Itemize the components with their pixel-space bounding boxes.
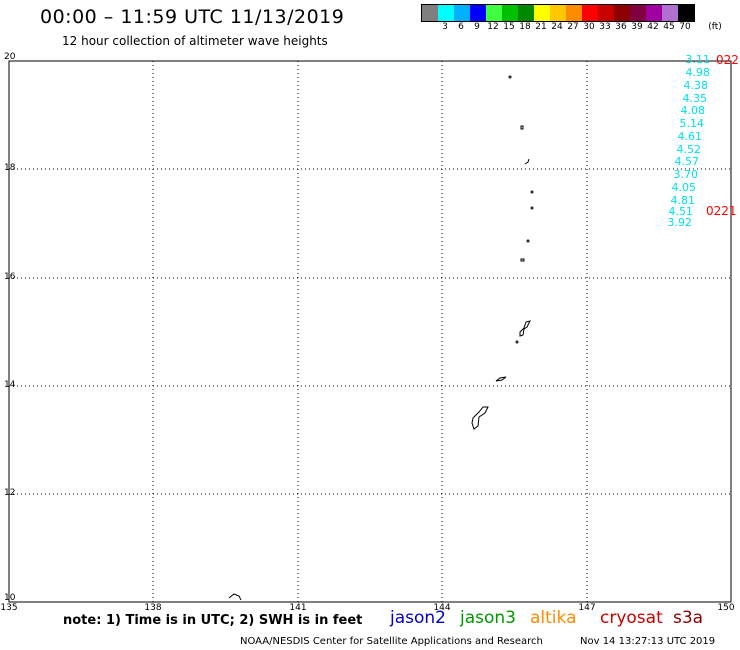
wave-height-value: 4.08 bbox=[680, 104, 706, 117]
wave-height-value: 4.35 bbox=[682, 92, 708, 105]
legend-label: 27 bbox=[567, 22, 579, 32]
island-rota bbox=[495, 376, 507, 382]
satellite-label-altika: altika bbox=[530, 608, 577, 628]
lat-label: 18 bbox=[4, 163, 16, 173]
legend-swatch bbox=[662, 5, 678, 21]
legend-label: 15 bbox=[503, 22, 515, 32]
legend-swatch bbox=[614, 5, 630, 21]
lat-label: 16 bbox=[4, 272, 16, 282]
lon-label: 150 bbox=[717, 603, 735, 613]
legend-label: 3 bbox=[442, 22, 448, 32]
legend-swatch bbox=[566, 5, 582, 21]
satellite-label-s3a: s3a bbox=[673, 608, 704, 628]
island-saipan-tinian bbox=[519, 320, 531, 337]
generation-timestamp: Nov 14 13:27:13 UTC 2019 bbox=[580, 636, 716, 647]
legend-label: 24 bbox=[551, 22, 563, 32]
legend-swatch bbox=[422, 5, 438, 21]
satellite-label-cryosat: cryosat bbox=[600, 608, 663, 628]
island-agrihan bbox=[530, 190, 534, 194]
legend-label: 42 bbox=[647, 22, 659, 32]
units-note: note: 1) Time is in UTC; 2) SWH is in fe… bbox=[63, 613, 363, 628]
legend-label: 12 bbox=[487, 22, 499, 32]
wave-height-value: 4.51 bbox=[668, 205, 694, 218]
map-title: 00:00 – 11:59 UTC 11/13/2019 bbox=[40, 6, 345, 28]
legend-label: 21 bbox=[535, 22, 547, 32]
legend-label: 33 bbox=[599, 22, 611, 32]
legend-swatch bbox=[630, 5, 646, 21]
legend-swatch bbox=[438, 5, 454, 21]
wave-height-value: 3.92 bbox=[667, 216, 693, 229]
lat-label: 14 bbox=[4, 380, 16, 390]
island-asuncion bbox=[524, 158, 530, 165]
satellite-label-jason2: jason2 bbox=[390, 608, 446, 628]
lat-label: 12 bbox=[4, 488, 16, 498]
island-alamagan bbox=[526, 239, 530, 243]
map-border bbox=[8, 60, 732, 603]
grid-lines bbox=[9, 61, 731, 602]
lon-label: 135 bbox=[0, 603, 18, 613]
wave-height-value: 4.52 bbox=[676, 143, 702, 156]
island-farallon-de-pajaros bbox=[508, 75, 512, 79]
wave-height-value: 4.38 bbox=[683, 79, 709, 92]
island-outlines bbox=[228, 75, 534, 601]
lon-label: 144 bbox=[433, 603, 451, 613]
pass-time-label: 0221 bbox=[706, 204, 737, 218]
island-pagan bbox=[530, 206, 534, 210]
color-scale-legend bbox=[421, 4, 695, 22]
legend-swatch bbox=[502, 5, 518, 21]
legend-swatch bbox=[486, 5, 502, 21]
wave-height-value: 4.81 bbox=[670, 194, 696, 207]
legend-swatch bbox=[582, 5, 598, 21]
island-guam bbox=[471, 406, 489, 430]
legend-swatch bbox=[678, 5, 694, 21]
wave-height-value: 4.05 bbox=[671, 181, 697, 194]
island-maug bbox=[520, 125, 524, 130]
legend-label: 39 bbox=[631, 22, 643, 32]
legend-swatch bbox=[598, 5, 614, 21]
lat-label: 10 bbox=[4, 593, 16, 603]
lon-label: 141 bbox=[289, 603, 307, 613]
legend-label: 36 bbox=[615, 22, 627, 32]
wave-height-value: 3.70 bbox=[673, 168, 699, 181]
pass-time-label: 022 bbox=[716, 53, 739, 67]
legend-swatch bbox=[454, 5, 470, 21]
wave-height-value: 3.11 bbox=[685, 53, 711, 66]
lon-label: 138 bbox=[144, 603, 162, 613]
legend-swatch bbox=[518, 5, 534, 21]
satellite-label-jason3: jason3 bbox=[460, 608, 516, 628]
wave-height-value: 4.57 bbox=[674, 155, 700, 168]
legend-label: 6 bbox=[458, 22, 464, 32]
lat-label: 20 bbox=[4, 52, 16, 62]
legend-swatch bbox=[534, 5, 550, 21]
legend-label: 9 bbox=[474, 22, 480, 32]
legend-label: 45 bbox=[663, 22, 675, 32]
island-aguijan bbox=[515, 340, 519, 344]
island-ulithi bbox=[228, 593, 242, 601]
wave-height-value: 4.98 bbox=[685, 66, 711, 79]
island-guguan bbox=[520, 258, 525, 262]
map-subtitle: 12 hour collection of altimeter wave hei… bbox=[62, 34, 328, 48]
legend-swatch bbox=[470, 5, 486, 21]
legend-label: 30 bbox=[583, 22, 595, 32]
lon-label: 147 bbox=[578, 603, 596, 613]
legend-label: 18 bbox=[519, 22, 531, 32]
legend-unit: (ft) bbox=[708, 22, 722, 32]
wave-height-value: 4.61 bbox=[677, 130, 703, 143]
legend-swatch bbox=[646, 5, 662, 21]
legend-swatch bbox=[550, 5, 566, 21]
credit-line: NOAA/NESDIS Center for Satellite Applica… bbox=[240, 636, 543, 647]
wave-height-value: 5.14 bbox=[679, 117, 705, 130]
legend-label: 70 bbox=[679, 22, 691, 32]
